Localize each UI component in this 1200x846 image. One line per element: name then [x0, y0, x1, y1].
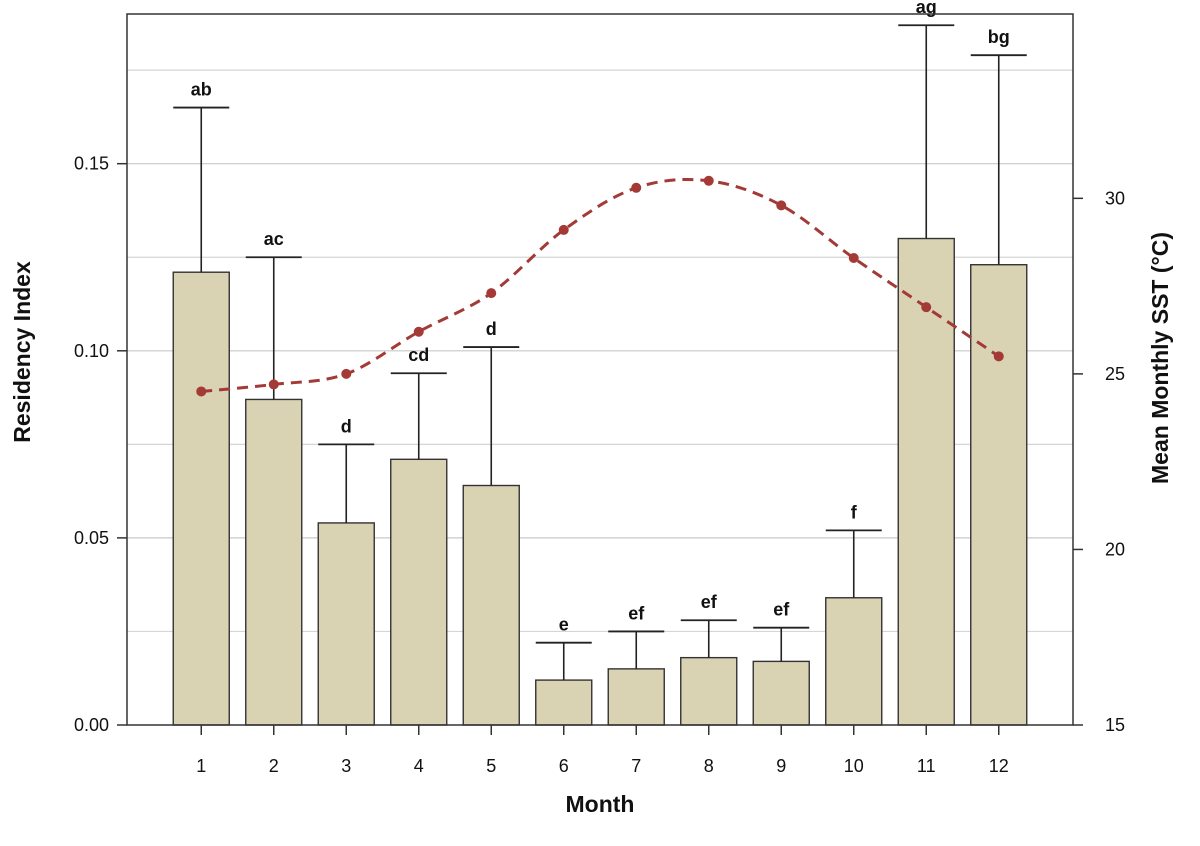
- bar-month-7: [607, 668, 665, 726]
- significance-label: ag: [916, 0, 937, 17]
- y-tick-label: 0.05: [74, 528, 109, 548]
- bar-month-5: [462, 484, 520, 726]
- sst-point-month-4: [413, 326, 424, 337]
- bar-month-3: [317, 522, 375, 726]
- x-tick-label: 8: [704, 756, 714, 776]
- bar-month-1: [172, 271, 230, 726]
- significance-label: ef: [701, 592, 718, 612]
- x-axis-title: Month: [566, 791, 635, 817]
- y-axis-title: Residency Index: [9, 261, 35, 443]
- sst-line: [201, 177, 1000, 393]
- bar-month-4: [390, 458, 448, 726]
- y2-tick-label: 25: [1105, 364, 1125, 384]
- y2-tick-label: 15: [1105, 715, 1125, 735]
- significance-label: f: [851, 502, 858, 522]
- bar-month-6: [535, 679, 593, 726]
- x-tick-label: 9: [776, 756, 786, 776]
- plot-frame: [126, 13, 1074, 726]
- significance-label: e: [559, 615, 569, 635]
- significance-label: ef: [628, 603, 645, 623]
- x-tick-label: 10: [844, 756, 864, 776]
- significance-label: cd: [408, 345, 429, 365]
- error-bars: [173, 24, 1027, 681]
- y-tick-label: 0.10: [74, 341, 109, 361]
- x-tick-label: 2: [269, 756, 279, 776]
- significance-label: ab: [191, 80, 212, 100]
- significance-label: d: [341, 416, 352, 436]
- significance-label: bg: [988, 27, 1010, 47]
- sst-point-month-7: [631, 182, 642, 193]
- sst-point-month-8: [703, 175, 714, 186]
- x-tick-label: 1: [196, 756, 206, 776]
- significance-label: ef: [773, 600, 790, 620]
- sst-point-month-9: [776, 200, 787, 211]
- y2-tick-label: 20: [1105, 539, 1125, 559]
- x-tick-label: 12: [989, 756, 1009, 776]
- x-tick-label: 5: [486, 756, 496, 776]
- significance-labels: ab ac d cd d e ef ef ef f ag bg: [191, 0, 1010, 635]
- x-tick-label: 4: [414, 756, 424, 776]
- x-tick-label: 7: [631, 756, 641, 776]
- sst-point-month-11: [921, 302, 932, 313]
- x-tick-label: 3: [341, 756, 351, 776]
- bar-month-10: [825, 597, 883, 726]
- x-tick-label: 6: [559, 756, 569, 776]
- y-tick-label: 0.15: [74, 154, 109, 174]
- sst-point-month-12: [993, 351, 1004, 362]
- bar-month-2: [245, 398, 303, 726]
- bar-month-8: [680, 656, 738, 726]
- bar-month-12: [970, 264, 1028, 726]
- bar-month-9: [752, 660, 810, 726]
- sst-point-month-3: [341, 368, 352, 379]
- significance-label: ac: [264, 229, 284, 249]
- y-tick-label: 0.00: [74, 715, 109, 735]
- y2-axis-title: Mean Monthly SST (°C): [1147, 232, 1173, 484]
- y2-tick-label: 30: [1105, 188, 1125, 208]
- sst-point-month-1: [196, 386, 207, 397]
- x-tick-label: 11: [917, 756, 936, 776]
- bar-series: [172, 237, 1028, 726]
- significance-label: d: [486, 319, 497, 339]
- sst-line-series: [196, 175, 1004, 397]
- sst-point-month-2: [268, 379, 279, 390]
- sst-point-month-5: [486, 288, 497, 299]
- sst-point-month-10: [848, 253, 859, 264]
- sst-point-month-6: [558, 224, 569, 235]
